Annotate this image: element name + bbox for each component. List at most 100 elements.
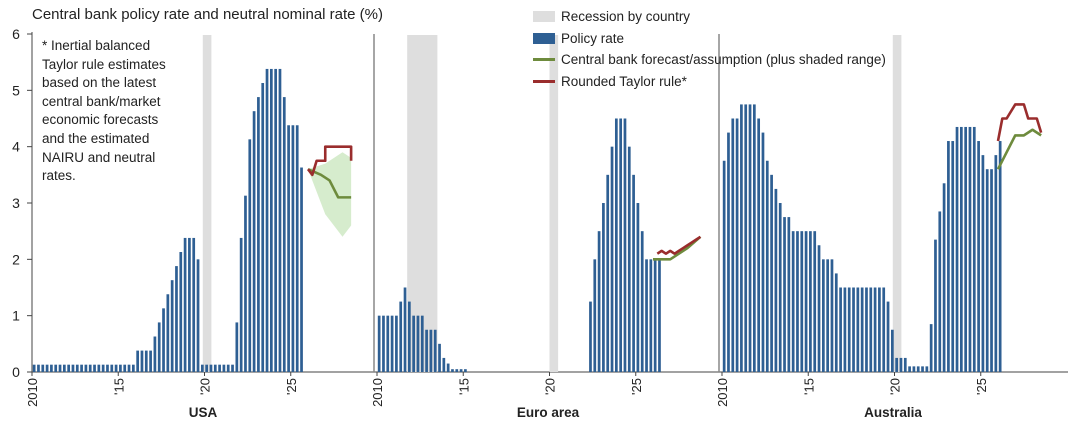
panel-label-euro-area: Euro area [516, 405, 580, 420]
policy-rate-bar-usa [166, 294, 170, 372]
policy-rate-bar-euro-area [602, 203, 605, 372]
policy-rate-bar-euro-area [407, 301, 411, 372]
policy-rate-bar-euro-area [623, 118, 627, 372]
x-tick-label: '15 [456, 378, 471, 395]
policy-rate-bar-australia [813, 231, 817, 372]
policy-rate-bar-australia [744, 104, 748, 373]
policy-rate-bar-australia [968, 126, 972, 372]
x-tick-label: '20 [198, 378, 213, 395]
y-tick-label: 1 [12, 308, 20, 324]
y-tick-label: 4 [12, 139, 20, 155]
policy-rate-bar-euro-area [658, 259, 661, 372]
policy-rate-bar-euro-area [645, 259, 648, 372]
policy-rate-bar-australia [942, 183, 946, 372]
policy-rate-bar-usa [175, 266, 178, 372]
policy-rate-bar-euro-area [653, 259, 657, 372]
policy-rate-bar-usa [274, 68, 278, 372]
taylor-rule-line-australia [996, 103, 1043, 142]
policy-rate-bar-australia [955, 126, 959, 372]
legend-label-recession: Recession by country [561, 9, 691, 25]
y-tick-label: 6 [12, 26, 20, 42]
policy-rate-bar-australia [990, 169, 993, 372]
policy-rate-bar-australia [770, 174, 773, 372]
policy-rate-bar-usa [41, 364, 45, 372]
policy-rate-bar-usa [50, 364, 53, 372]
policy-rate-bar-australia [817, 245, 821, 372]
recession-band-australia [892, 35, 902, 372]
policy-rate-bar-australia [878, 287, 881, 372]
policy-rate-bar-australia [998, 141, 1002, 372]
policy-rate-bar-australia [722, 160, 726, 372]
policy-rate-bar-usa [231, 364, 234, 372]
policy-rate-bar-australia [804, 231, 808, 372]
policy-rate-bar-australia [735, 118, 739, 372]
policy-rate-bar-usa [67, 364, 71, 372]
policy-rate-bar-australia [912, 366, 916, 372]
y-tick-label: 2 [12, 251, 20, 267]
legend-swatch-policy-rate [533, 32, 555, 44]
policy-rate-bar-usa [119, 364, 122, 372]
policy-rate-bar-australia [796, 231, 799, 372]
policy-rate-bar-australia [834, 273, 838, 372]
policy-rate-bar-usa [97, 364, 101, 372]
policy-rate-bar-usa [200, 364, 204, 372]
legend-swatch-taylor [533, 79, 555, 83]
policy-rate-bar-usa [278, 68, 282, 372]
y-tick-label: 5 [12, 82, 20, 98]
taylor-rule-line-euro-area [656, 235, 702, 255]
policy-rate-bar-australia [925, 366, 929, 372]
policy-rate-bar-australia [860, 287, 864, 372]
policy-rate-bar-usa [183, 237, 187, 372]
policy-rate-bar-usa [45, 364, 49, 372]
forecast-line-usa [307, 168, 352, 199]
policy-rate-bar-australia [985, 169, 989, 372]
policy-rate-bar-australia [977, 141, 980, 372]
policy-rate-bar-australia [800, 231, 804, 372]
x-tick-label: 2010 [370, 378, 385, 407]
legend-item-policy-rate: Policy rate [533, 28, 886, 50]
policy-rate-bar-australia [895, 357, 899, 372]
policy-rate-bar-usa [32, 364, 36, 372]
legend-label-forecast: Central bank forecast/assumption (plus s… [561, 52, 886, 68]
policy-rate-bar-usa [257, 97, 260, 373]
policy-rate-bar-usa [287, 125, 290, 372]
chart-title: Central bank policy rate and neutral nom… [32, 6, 384, 23]
legend-label-taylor: Rounded Taylor rule* [561, 73, 687, 89]
policy-rate-bar-australia [934, 239, 937, 372]
policy-rate-bar-australia [847, 287, 851, 372]
policy-rate-bar-usa [244, 195, 247, 372]
policy-rate-bar-australia [731, 118, 735, 372]
policy-rate-bar-australia [748, 104, 752, 373]
policy-rate-bar-euro-area [606, 174, 610, 372]
x-tick-label: 2010 [715, 378, 730, 407]
policy-rate-bar-usa [114, 364, 118, 372]
legend-swatch-forecast [533, 58, 555, 62]
y-tick-label: 3 [12, 195, 20, 211]
policy-rate-bar-australia [873, 287, 877, 372]
recession-band-usa [202, 35, 212, 372]
policy-rate-bar-australia [791, 231, 795, 372]
policy-rate-bar-euro-area [395, 315, 398, 372]
policy-rate-bar-euro-area [420, 315, 424, 372]
policy-rate-bar-usa [222, 364, 226, 372]
policy-rate-bar-euro-area [390, 315, 394, 372]
policy-rate-bar-australia [826, 259, 830, 372]
policy-rate-bar-euro-area [377, 315, 381, 372]
legend-swatch-recession [533, 11, 555, 23]
policy-rate-bar-usa [188, 237, 191, 372]
policy-rate-bar-euro-area [610, 146, 614, 372]
policy-rate-bar-usa [71, 364, 75, 372]
policy-rate-bar-euro-area [412, 315, 416, 372]
legend: Recession by country Policy rate Central… [533, 6, 886, 92]
x-tick-label: '25 [284, 378, 299, 395]
policy-rate-bar-australia [783, 217, 786, 372]
policy-rate-bar-euro-area [416, 315, 420, 372]
policy-rate-bar-euro-area [593, 259, 597, 372]
policy-rate-bar-usa [140, 350, 144, 372]
policy-rate-bar-usa [196, 259, 200, 372]
forecast-line-euro-area [653, 235, 702, 261]
policy-rate-bar-euro-area [649, 259, 653, 372]
policy-rate-bar-australia [865, 287, 868, 372]
policy-rate-bar-australia [899, 357, 903, 372]
